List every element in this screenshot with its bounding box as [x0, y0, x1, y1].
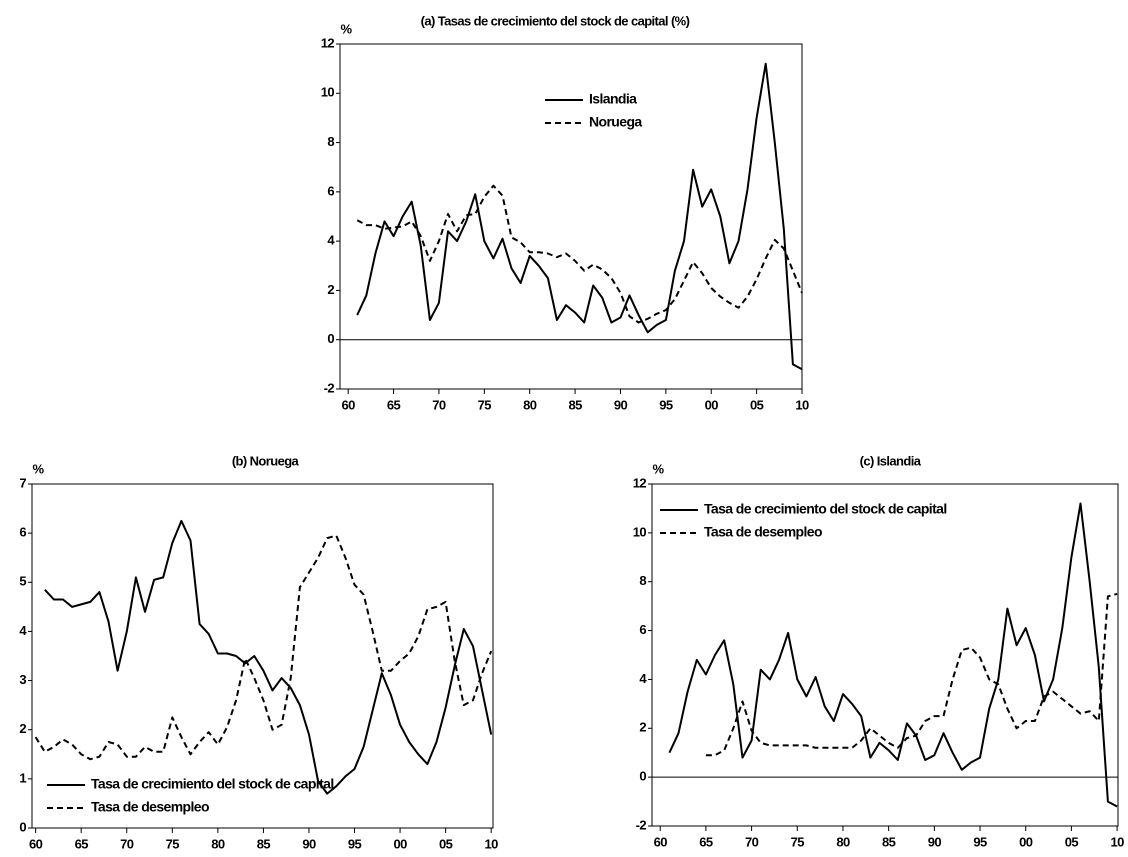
y-tick-label: -2 — [324, 380, 335, 395]
x-tick-label: 75 — [166, 836, 180, 851]
series-line — [705, 592, 1118, 757]
y-tick-label: 1 — [19, 770, 26, 785]
y-tick-label: -2 — [636, 817, 647, 832]
plot-frame — [651, 483, 1119, 827]
x-tick-label: 75 — [791, 834, 805, 849]
chart-title: (c) Islandia — [860, 453, 922, 468]
x-tick-label: 95 — [348, 836, 362, 851]
y-tick-label: 7 — [19, 475, 26, 490]
x-tick-label: 00 — [393, 836, 407, 851]
x-tick-label: 70 — [745, 834, 759, 849]
x-tick-label: 10 — [1110, 834, 1124, 849]
legend-label: Tasa de crecimiento del stock de capital — [91, 776, 334, 792]
legend-label: Noruega — [589, 114, 642, 130]
chart-title: (a) Tasas de crecimiento del stock de ca… — [421, 13, 690, 28]
legend-label: Tasa de desempleo — [704, 524, 822, 540]
x-tick-label: 95 — [659, 397, 673, 412]
legend-label: Islandia — [589, 91, 637, 107]
series-line — [356, 62, 803, 371]
y-tick-label: 0 — [639, 769, 646, 784]
x-tick-label: 90 — [302, 836, 316, 851]
x-tick-label: 05 — [439, 836, 453, 851]
chart-title: (b) Noruega — [232, 453, 300, 468]
y-tick-label: 2 — [639, 720, 646, 735]
legend-label: Tasa de crecimiento del stock de capital — [704, 501, 947, 517]
y-tick-label: 10 — [633, 524, 647, 539]
y-tick-label: 0 — [327, 331, 334, 346]
plot-frame — [339, 43, 803, 390]
x-tick-label: 65 — [387, 397, 401, 412]
y-tick-label: 6 — [19, 525, 26, 540]
x-tick-label: 10 — [795, 397, 809, 412]
x-tick-label: 05 — [1065, 834, 1079, 849]
y-tick-label: 12 — [633, 475, 647, 490]
y-tick-label: 0 — [19, 819, 26, 834]
x-tick-label: 90 — [614, 397, 628, 412]
y-tick-label: 2 — [19, 721, 26, 736]
y-tick-label: 6 — [327, 183, 334, 198]
series-line — [34, 534, 493, 761]
y-tick-label: 3 — [19, 672, 26, 687]
y-axis-label: % — [33, 461, 45, 476]
y-tick-label: 8 — [327, 134, 334, 149]
x-tick-label: 80 — [523, 397, 537, 412]
x-tick-label: 00 — [1019, 834, 1033, 849]
y-axis-label: % — [653, 461, 665, 476]
x-tick-label: 80 — [836, 834, 850, 849]
plot-frame — [31, 483, 494, 829]
series-line — [668, 502, 1118, 808]
y-tick-label: 12 — [321, 35, 335, 50]
y-tick-label: 2 — [327, 282, 334, 297]
x-tick-label: 80 — [211, 836, 225, 851]
x-tick-label: 85 — [568, 397, 582, 412]
x-tick-label: 60 — [342, 397, 356, 412]
x-tick-label: 90 — [928, 834, 942, 849]
series-line — [44, 519, 493, 795]
x-tick-label: 65 — [75, 836, 89, 851]
y-tick-label: 10 — [321, 85, 335, 100]
legend-label: Tasa de desempleo — [91, 799, 209, 815]
x-tick-label: 65 — [699, 834, 713, 849]
y-tick-label: 4 — [19, 623, 27, 638]
x-tick-label: 85 — [257, 836, 271, 851]
y-tick-label: 6 — [639, 622, 646, 637]
y-tick-label: 5 — [19, 574, 26, 589]
y-tick-label: 8 — [639, 573, 646, 588]
x-tick-label: 70 — [120, 836, 134, 851]
x-tick-label: 70 — [432, 397, 446, 412]
x-tick-label: 05 — [750, 397, 764, 412]
x-tick-label: 00 — [705, 397, 719, 412]
y-tick-label: 4 — [639, 671, 647, 686]
x-tick-label: 60 — [29, 836, 43, 851]
y-tick-label: 4 — [327, 233, 335, 248]
x-tick-label: 60 — [654, 834, 668, 849]
x-tick-label: 85 — [882, 834, 896, 849]
series-line — [356, 184, 803, 324]
x-tick-label: 75 — [478, 397, 492, 412]
x-tick-label: 95 — [973, 834, 987, 849]
y-axis-label: % — [341, 21, 353, 36]
x-tick-label: 10 — [485, 836, 499, 851]
